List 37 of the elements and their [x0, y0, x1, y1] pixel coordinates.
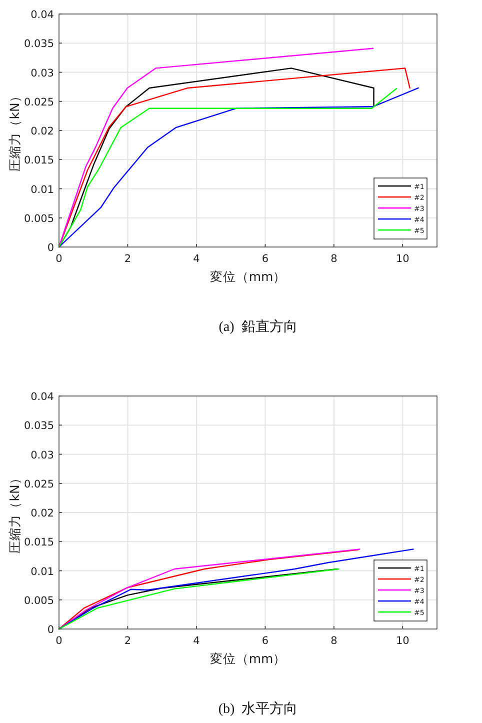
x-axis-title: 変位（mm） — [210, 651, 286, 666]
text: (b) 水平方向 — [218, 701, 298, 717]
x-axis-title: 変位（mm） — [210, 269, 286, 284]
text: (a) 鉛直方向 — [218, 319, 298, 335]
y-tick-label: 0.015 — [24, 536, 54, 549]
x-tick-label: 8 — [330, 635, 338, 647]
y-tick-label: 0.03 — [30, 449, 54, 462]
y-tick-label: 0.005 — [24, 594, 54, 607]
y-tick-label: 0.035 — [24, 420, 54, 432]
x-tick-label: 6 — [262, 253, 269, 265]
x-tick-label: 10 — [396, 635, 410, 647]
y-tick-label: 0.035 — [24, 38, 54, 50]
x-tick-label: 8 — [330, 253, 338, 265]
x-tick-label: 4 — [193, 635, 200, 647]
y-tick-label: 0.015 — [24, 154, 54, 167]
y-tick-label: 0.04 — [30, 391, 54, 403]
x-tick-label: 0 — [56, 253, 62, 265]
x-tick-label: 0 — [56, 635, 62, 647]
y-tick-label: 0.01 — [30, 184, 54, 196]
y-tick-label: 0.04 — [30, 9, 54, 21]
x-tick-label: 4 — [193, 253, 200, 265]
y-tick-label: 0 — [47, 242, 54, 254]
y-tick-label: 0.025 — [24, 478, 54, 490]
x-tick-label: 6 — [262, 635, 269, 647]
y-tick-label: 0.01 — [30, 566, 54, 578]
y-axis-title: 圧縮力（kN） — [7, 90, 22, 172]
x-tick-label: 2 — [124, 253, 132, 265]
line-series — [58, 548, 414, 630]
y-tick-label: 0 — [47, 624, 54, 636]
y-tick-label: 0.03 — [30, 67, 54, 80]
y-tick-label: 0.025 — [24, 96, 54, 108]
y-axis-title: 圧縮力（kN） — [7, 472, 22, 554]
y-tick-label: 0.005 — [24, 212, 54, 225]
y-tick-label: 0.02 — [30, 126, 54, 138]
x-tick-label: 2 — [124, 635, 132, 647]
y-tick-label: 0.02 — [30, 508, 54, 520]
x-tick-label: 10 — [396, 253, 410, 265]
